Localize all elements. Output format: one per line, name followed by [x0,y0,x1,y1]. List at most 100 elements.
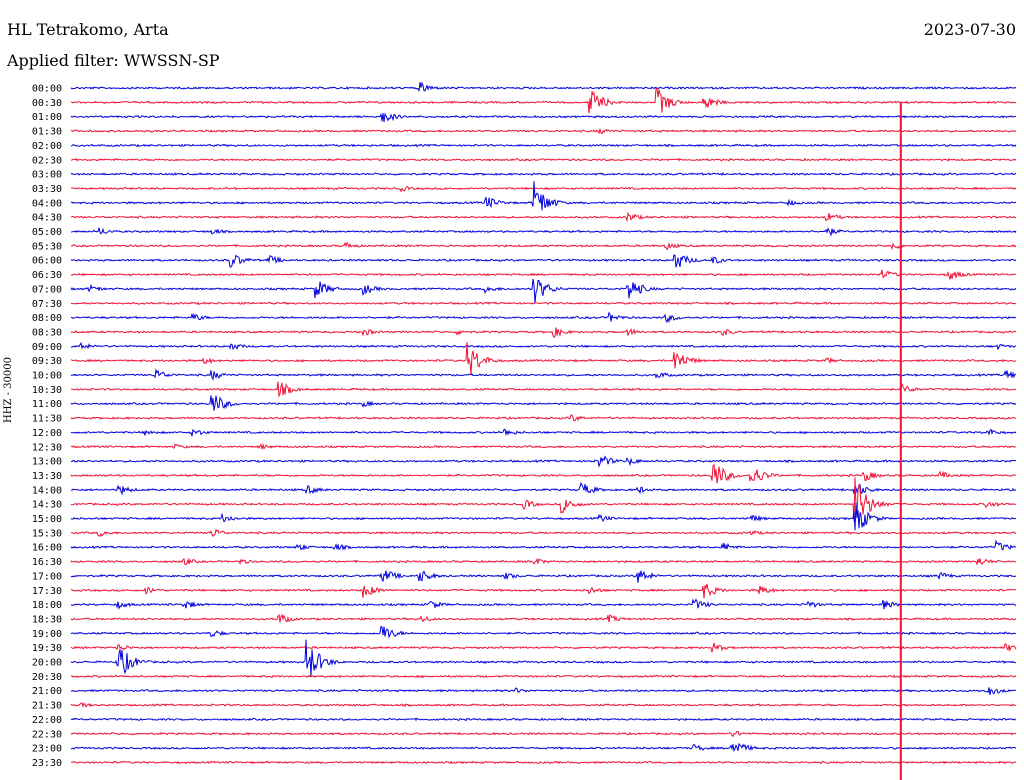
trace-line-0230 [70,157,1017,162]
row-time-label: 23:00 [32,744,62,755]
station-title: HL Tetrakomo, Arta [7,20,169,39]
row-time-label: 03:00 [32,170,62,181]
row-time-label: 13:30 [32,471,62,482]
row-time-label: 02:30 [32,155,62,166]
trace-line-0630 [70,269,1017,280]
row-time-label: 22:00 [32,715,62,726]
trace-line-0830 [70,327,1017,339]
row-time-label: 14:00 [32,485,62,496]
row-time-label: 04:30 [32,213,62,224]
row-time-label: 02:00 [32,141,62,152]
trace-line-0530 [70,241,1017,251]
trace-line-0130 [70,127,1017,135]
row-time-label: 14:30 [32,500,62,511]
trace-line-1330 [70,463,1017,484]
trace-line-0600 [70,254,1017,268]
row-time-label: 16:30 [32,557,62,568]
row-time-label: 10:00 [32,371,62,382]
trace-line-0400 [70,181,1017,211]
trace-line-1600 [70,539,1017,551]
row-time-label: 16:00 [32,543,62,554]
trace-line-1800 [70,598,1017,610]
trace-line-1900 [70,625,1017,639]
row-time-label: 20:00 [32,658,62,669]
trace-line-1230 [70,442,1017,450]
trace-line-0200 [70,143,1017,148]
row-time-label: 19:00 [32,629,62,640]
row-time-label: 03:30 [32,184,62,195]
trace-line-1100 [70,395,1017,411]
trace-line-1630 [70,557,1017,566]
trace-line-2300 [70,742,1017,753]
row-time-label: 20:30 [32,672,62,683]
trace-line-0100 [70,112,1017,123]
trace-line-2330 [70,760,1017,765]
trace-line-2230 [70,730,1017,738]
trace-line-0730 [70,301,1017,306]
trace-line-1030 [70,381,1017,398]
trace-line-0000 [70,81,1017,92]
row-time-label: 11:00 [32,399,62,410]
row-time-label: 00:00 [32,84,62,95]
row-time-label: 15:30 [32,528,62,539]
row-time-label: 09:00 [32,342,62,353]
trace-line-1200 [70,428,1017,437]
row-time-label: 06:30 [32,270,62,281]
trace-line-0930 [70,342,1017,375]
row-time-label: 00:30 [32,98,62,109]
trace-line-1830 [70,613,1017,623]
trace-line-0330 [70,186,1017,193]
trace-line-1700 [70,570,1017,583]
row-time-label: 19:30 [32,643,62,654]
trace-line-2030 [70,674,1017,679]
row-time-label: 08:30 [32,327,62,338]
row-time-label: 23:30 [32,758,62,769]
trace-line-1530 [70,528,1017,537]
row-time-label: 07:30 [32,299,62,310]
trace-line-1130 [70,414,1017,422]
row-time-label: 01:30 [32,127,62,138]
row-time-label: 18:30 [32,614,62,625]
filter-label: Applied filter: WWSSN-SP [7,51,220,70]
trace-line-1430 [70,477,1017,522]
row-time-label: 12:30 [32,442,62,453]
trace-line-1500 [70,502,1017,531]
trace-line-2100 [70,687,1017,695]
row-time-label: 07:00 [32,284,62,295]
row-time-label: 17:00 [32,571,62,582]
trace-line-0700 [70,278,1017,304]
trace-line-2200 [70,717,1017,722]
trace-line-1400 [70,482,1017,496]
row-time-label: 05:30 [32,241,62,252]
row-time-label: 13:00 [32,457,62,468]
date-label: 2023-07-30 [923,20,1016,39]
row-time-label: 17:30 [32,586,62,597]
row-time-label: 11:30 [32,414,62,425]
row-time-label: 22:30 [32,729,62,740]
trace-line-0300 [70,172,1017,176]
row-time-label: 01:00 [32,112,62,123]
row-time-label: 08:00 [32,313,62,324]
trace-line-0030 [70,87,1017,114]
row-time-label: 21:00 [32,686,62,697]
trace-line-1300 [70,455,1017,468]
row-time-label: 18:00 [32,600,62,611]
trace-line-0430 [71,211,1017,223]
row-time-label: 09:30 [32,356,62,367]
row-time-label: 05:00 [32,227,62,238]
trace-line-0800 [70,311,1017,324]
row-time-label: 10:30 [32,385,62,396]
trace-line-0900 [70,342,1017,351]
trace-line-0500 [70,227,1017,237]
row-time-label: 12:00 [32,428,62,439]
trace-line-2000 [70,639,1017,678]
row-time-label: 21:30 [32,701,62,712]
trace-line-2130 [70,702,1017,708]
trace-line-1930 [70,642,1017,653]
row-time-label: 04:00 [32,198,62,209]
row-time-label: 06:00 [32,256,62,267]
trace-line-1730 [70,583,1017,599]
row-time-label: 15:00 [32,514,62,525]
trace-line-1000 [70,368,1016,381]
